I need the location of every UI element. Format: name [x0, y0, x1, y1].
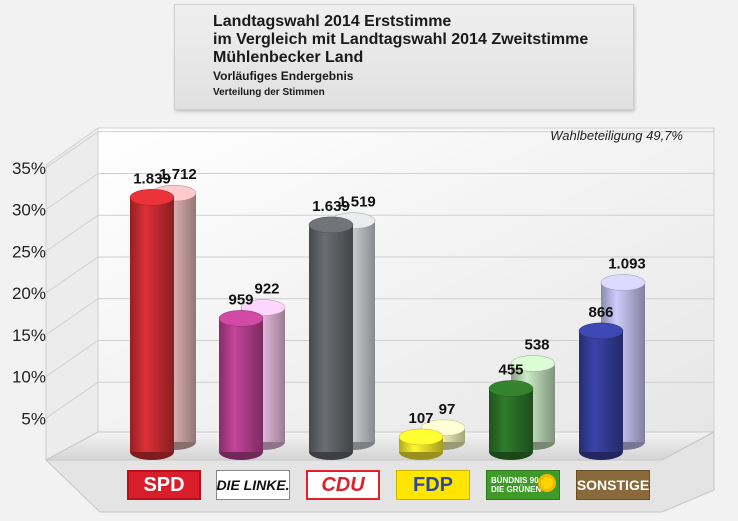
y-tick-label: 35% [12, 159, 46, 178]
bar-erststimme [399, 429, 443, 460]
linke-logo-text: DIE LINKE. [216, 477, 289, 493]
chart-subtitle-2: Verteilung der Stimmen [213, 87, 325, 99]
value-label: 866 [588, 304, 613, 321]
value-label: 107 [408, 410, 433, 427]
y-axis-ticks: 5% 10% 15% 20% 25% 30% 35% [12, 159, 46, 429]
value-label: 538 [524, 337, 549, 354]
gruene-logo-text-2: DIE GRÜNEN [491, 485, 541, 494]
bar-erststimme [309, 217, 353, 460]
chart-title: Landtagswahl 2014 Erststimme [213, 13, 451, 31]
gruene-logo: BÜNDNIS 90 DIE GRÜNEN [486, 470, 560, 500]
chart-side-wall [46, 128, 98, 460]
chart-title-line2: im Vergleich mit Landtagswahl 2014 Zweit… [213, 31, 588, 49]
value-label: 97 [439, 401, 456, 418]
y-tick-label: 30% [12, 201, 46, 220]
fdp-logo: FDP [396, 470, 470, 500]
y-tick-label: 10% [12, 368, 46, 387]
y-tick-label: 25% [12, 242, 46, 261]
cdu-logo-text: CDU [321, 474, 364, 497]
value-label: 1.839 [133, 170, 171, 187]
y-tick-label: 5% [21, 409, 46, 428]
value-label: 455 [498, 362, 523, 379]
chart-title-box: Landtagswahl 2014 Erststimme im Vergleic… [174, 4, 634, 110]
spd-logo-text: SPD [143, 474, 184, 497]
linke-logo: DIE LINKE. [216, 470, 290, 500]
sonstige-logo: SONSTIGE [576, 470, 650, 500]
value-label: 1.093 [608, 256, 646, 273]
value-label: 959 [228, 291, 253, 308]
sunflower-icon [538, 474, 556, 492]
turnout-annotation: Wahlbeteiligung 49,7% [550, 128, 683, 143]
bar-erststimme [579, 323, 623, 460]
sonstige-logo-text: SONSTIGE [577, 477, 649, 493]
cdu-logo: CDU [306, 470, 380, 500]
fdp-logo-text: FDP [413, 474, 453, 497]
value-label: 1.639 [312, 198, 350, 215]
y-tick-label: 20% [12, 284, 46, 303]
bar-erststimme [489, 381, 533, 460]
gruene-logo-text-1: BÜNDNIS 90 [491, 476, 539, 485]
chart-title-region: Mühlenbecker Land [213, 49, 363, 67]
y-tick-label: 15% [12, 326, 46, 345]
spd-logo: SPD [127, 470, 201, 500]
bar-erststimme [130, 189, 174, 460]
chart-subtitle: Vorläufiges Endergebnis [213, 69, 353, 83]
bar-erststimme [219, 310, 263, 460]
value-label: 922 [254, 281, 279, 298]
